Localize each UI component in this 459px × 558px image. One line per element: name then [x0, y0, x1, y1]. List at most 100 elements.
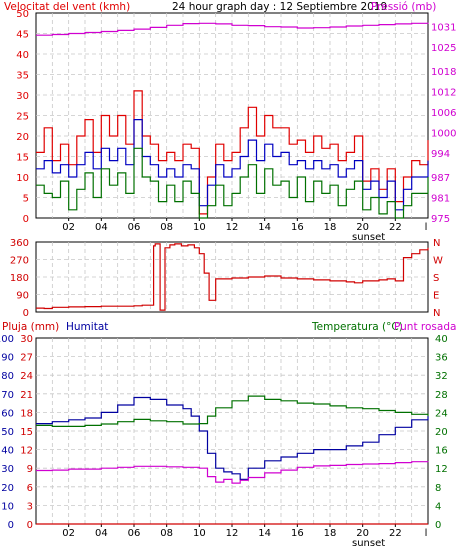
wind-y-tick-label: 45: [16, 30, 29, 41]
humidity-axis-label: Humitat: [66, 321, 108, 333]
wind-y-tick-label: 20: [16, 132, 29, 143]
rain-y-tick-label: 9: [27, 464, 33, 475]
humidity-y-tick-label: 60: [1, 408, 14, 419]
dewpoint-axis-label: Punt rosada: [394, 321, 456, 333]
series-punt-rosada-line: [36, 461, 429, 484]
direction-y-tick-label: 0: [23, 308, 29, 319]
humidity-y-tick-label: 0: [8, 520, 14, 531]
x-tick-label-end: l: [425, 222, 428, 233]
x-tick-label: 06: [128, 222, 141, 233]
x-tick-label: 02: [62, 222, 75, 233]
temp-panel-grid: [36, 338, 428, 524]
x-tick-label: 10: [193, 222, 206, 233]
temperature-y-tick-label: 32: [435, 371, 448, 382]
wind-axis-label: Velocitat del vent (kmh): [4, 1, 130, 13]
x-tick-label: 18: [324, 222, 337, 233]
temperature-y-tick-label: 0: [435, 520, 441, 531]
temp-x-axis: 02 04 06 08 10 12 14 16 18 20 22 l: [62, 524, 427, 539]
x-tick-label: 04: [95, 222, 108, 233]
temperature-axis-label: Temperatura (°C): [311, 321, 403, 333]
pressure-y-tick-label: 1006: [431, 108, 456, 119]
x-tick-label: 14: [258, 222, 271, 233]
chart-title: 24 hour graph day : 12 Septiembre 2019: [172, 1, 387, 13]
temperature-y-tick-label: 28: [435, 390, 448, 401]
temperature-y-tick-label: 8: [435, 483, 441, 494]
rain-y-tick-label: 18: [20, 408, 33, 419]
wind-y-tick-label: 35: [16, 71, 29, 82]
wind-x-axis: 02 04 06 08 10 12 14 16 18 20 22 l: [62, 218, 427, 233]
pressure-y-tick-label: 1018: [431, 67, 456, 78]
sunset-label-bottom: sunset: [352, 538, 385, 549]
direction-y-axis: 0 90 180 270 360: [10, 238, 29, 319]
humidity-y-tick-label: 50: [1, 427, 14, 438]
direction-y-tick-label: 90: [16, 291, 29, 302]
temp-series: [36, 395, 429, 525]
direction-series: [36, 243, 429, 311]
temperature-y-tick-label: 16: [435, 446, 448, 457]
humidity-y-tick-label: 40: [1, 446, 14, 457]
series-pressure-line: [36, 22, 429, 36]
pressure-y-axis: 975 981 987 994 1000 1006 1012 1018 1025 1031: [431, 23, 456, 225]
pressure-y-tick-label: 1012: [431, 88, 456, 99]
temperature-y-tick-label: 36: [435, 353, 448, 364]
pressure-y-tick-label: 1031: [431, 23, 456, 34]
x-tick-label: 16: [291, 528, 304, 539]
humidity-y-tick-label: 10: [1, 501, 14, 512]
series-temperatura-line: [36, 395, 429, 427]
x-tick-label: 22: [389, 528, 402, 539]
rain-y-tick-label: 30: [20, 334, 33, 345]
rain-y-tick-label: 3: [27, 501, 33, 512]
direction-panel-grid: [36, 242, 428, 312]
rain-y-tick-label: 24: [20, 371, 33, 382]
x-tick-label: 06: [128, 528, 141, 539]
series-gust-line: [36, 90, 429, 215]
rain-y-tick-label: 27: [20, 353, 33, 364]
wind-y-tick-label: 30: [16, 91, 29, 102]
compass-label: S: [433, 273, 439, 284]
temp-humidity-panel: 0010320630940125015601870218024902710030…: [0, 334, 448, 549]
direction-y-tick-label: 270: [10, 256, 29, 267]
pressure-axis-label: Pressió (mb): [371, 1, 436, 13]
compass-label: N: [433, 238, 440, 249]
x-tick-label: 14: [258, 528, 271, 539]
x-tick-label: 04: [95, 528, 108, 539]
temperature-y-tick-label: 40: [435, 334, 448, 345]
sunset-label-top: sunset: [352, 232, 385, 243]
series-minimum-line: [36, 147, 429, 219]
humidity-y-tick-label: 100: [0, 334, 14, 345]
compass-label: E: [433, 291, 439, 302]
pressure-y-tick-label: 1000: [431, 129, 456, 140]
wind-series: [36, 22, 429, 219]
direction-y-tick-label: 360: [10, 238, 29, 249]
humidity-y-tick-label: 90: [1, 353, 14, 364]
wind-y-tick-label: 40: [16, 50, 29, 61]
temperature-y-tick-label: 24: [435, 408, 448, 419]
wind-y-tick-label: 5: [23, 194, 29, 205]
rain-y-tick-label: 6: [27, 483, 33, 494]
x-tick-label: 22: [389, 222, 402, 233]
rain-y-tick-label: 12: [20, 446, 33, 457]
x-tick-label: 12: [226, 528, 239, 539]
x-tick-label: 08: [160, 222, 173, 233]
pressure-y-tick-label: 994: [431, 149, 450, 160]
compass-label: N: [433, 308, 440, 319]
wind-y-tick-label: 25: [16, 112, 29, 123]
temperature-y-axis: 0 4 8 12 16 20 24 28 32 36 40: [435, 334, 448, 531]
x-tick-label: 12: [226, 222, 239, 233]
x-tick-label: 16: [291, 222, 304, 233]
wind-y-axis: 0 5 10 15 20 25 30 35 40 45 50: [16, 9, 29, 225]
temperature-y-tick-label: 12: [435, 464, 448, 475]
rain-y-tick-label: 15: [20, 427, 33, 438]
x-tick-label: 18: [324, 528, 337, 539]
wind-y-tick-label: 10: [16, 173, 29, 184]
humidity-y-tick-label: 80: [1, 371, 14, 382]
rain-axis-label: Pluja (mm): [2, 321, 59, 333]
pressure-y-tick-label: 1025: [431, 43, 456, 54]
pressure-y-tick-label: 975: [431, 214, 450, 225]
humidity-rain-y-axis: 0 0 10 3 20 6 30 9 40 12 50 15 60 18 70 21 80 24 90 27 100 30: [0, 334, 33, 531]
pressure-y-tick-label: 987: [431, 173, 450, 184]
wind-y-tick-label: 0: [23, 214, 29, 225]
